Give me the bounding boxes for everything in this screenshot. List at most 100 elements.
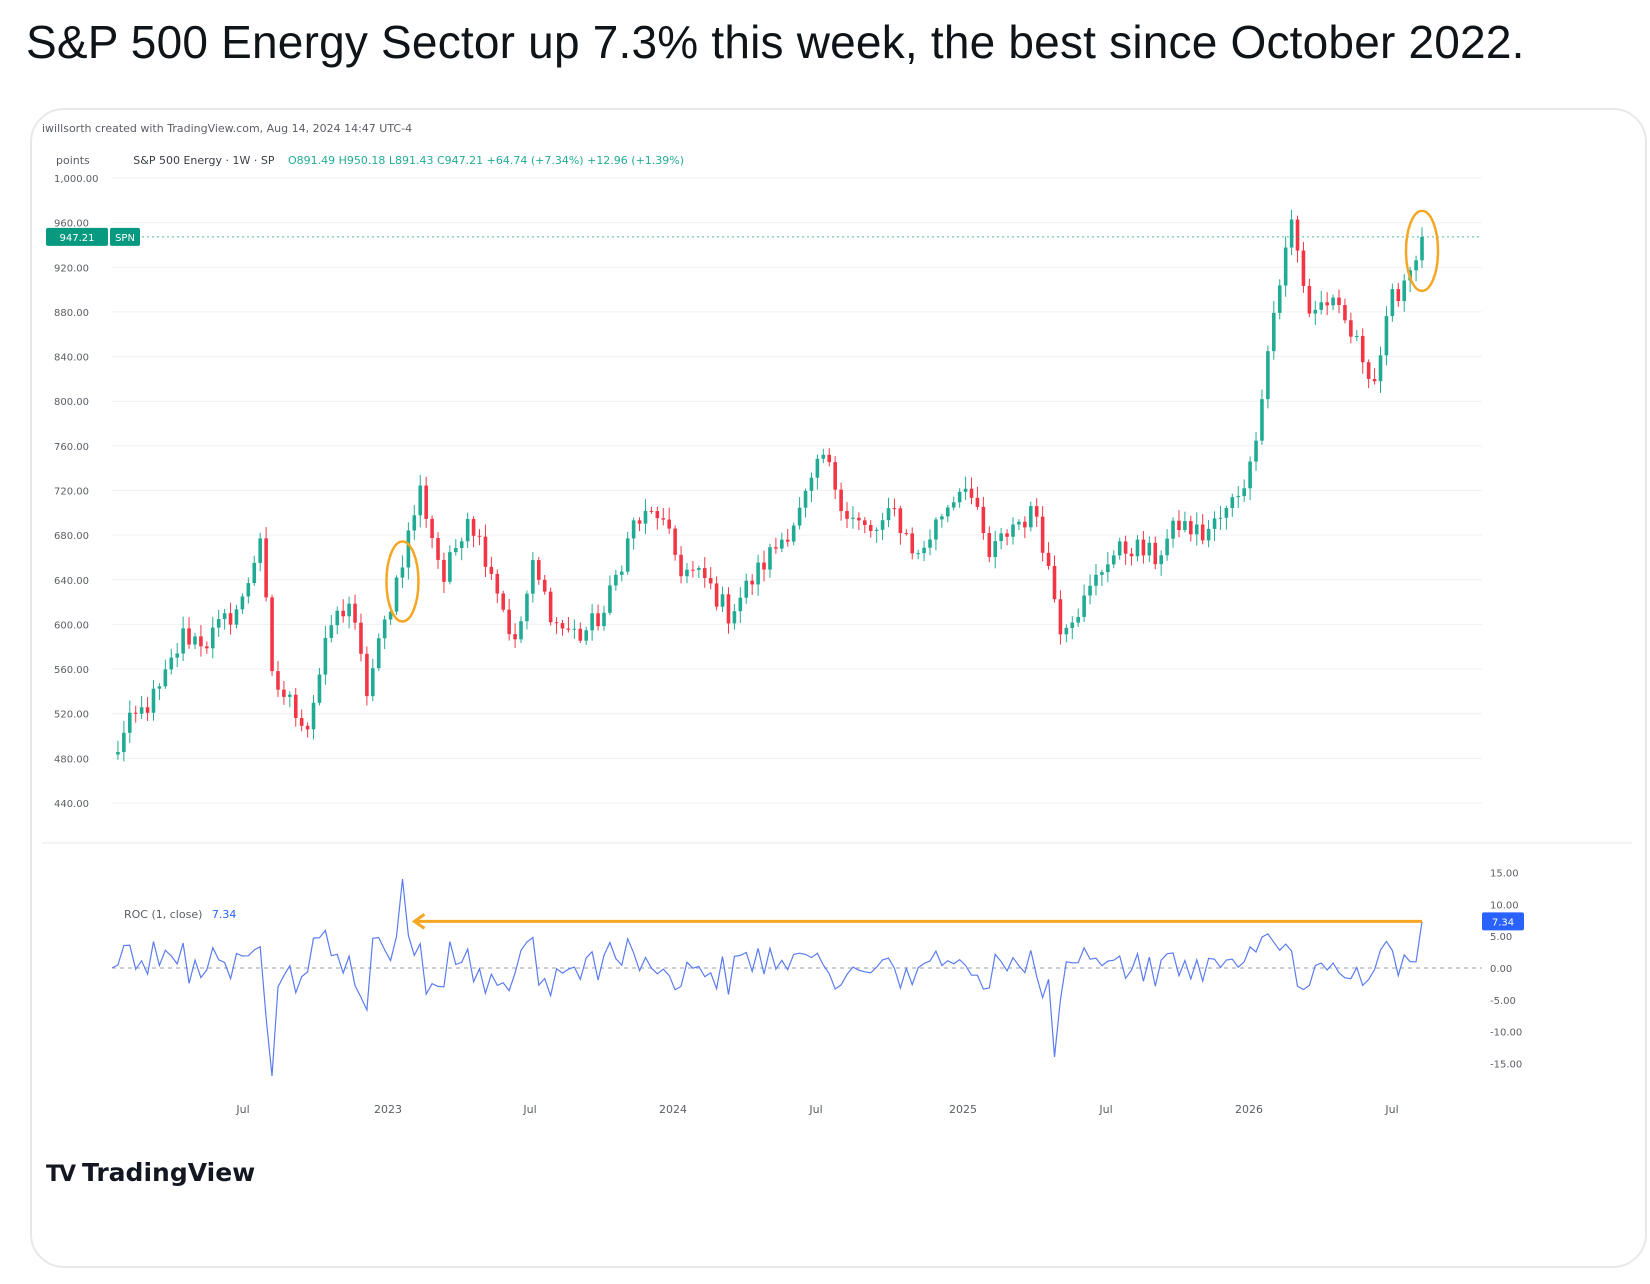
candle-body (418, 485, 423, 516)
symbol-badge (110, 227, 140, 246)
candle-body (1396, 289, 1401, 302)
candle-body (151, 688, 156, 713)
candle-body (222, 613, 227, 620)
roc-axis-tick: 5.00 (1490, 932, 1512, 943)
candle-body (382, 619, 387, 639)
candle-body (1366, 362, 1371, 379)
candle-body (228, 613, 233, 625)
candle-body (714, 583, 719, 607)
candle-body (187, 628, 191, 645)
candle-body (1076, 616, 1080, 623)
chart-canvas[interactable]: 1,000.00 960.00 920.00 880.00 840.00 800.00 76… (32, 110, 1645, 1266)
candle-body (697, 568, 701, 570)
candle-body (839, 489, 843, 512)
candle-body (566, 628, 571, 630)
price-axis-tick: 600.00 (54, 620, 89, 631)
price-axis-tick: 680.00 (54, 531, 89, 542)
candle-body (1189, 521, 1193, 535)
candle-body (1117, 541, 1122, 556)
candle-body (625, 538, 630, 572)
candle-body (210, 627, 215, 649)
candle-body (1064, 627, 1069, 635)
candle-body (116, 751, 120, 755)
candle-body (1212, 518, 1217, 529)
candle-body (691, 569, 695, 571)
candle-body (584, 630, 589, 641)
candle-body (637, 520, 642, 524)
candle-body (436, 538, 440, 560)
candle-body (963, 488, 968, 492)
candle-body (1141, 539, 1146, 556)
candle-body (1005, 533, 1009, 537)
symbol-label: S&P 500 Energy · 1W · SP (133, 154, 275, 167)
x-axis-tick: 2026 (1235, 1103, 1263, 1116)
price-axis-tick: 640.00 (54, 576, 89, 587)
candle-body (768, 547, 772, 570)
candle-body (299, 718, 304, 726)
candle-body (791, 525, 796, 542)
candle-body (216, 619, 221, 628)
candle-body (928, 539, 932, 548)
candle-body (1052, 565, 1057, 600)
candle-body (311, 702, 316, 730)
candle-body (525, 593, 529, 622)
candle-body (471, 518, 476, 536)
x-axis-tick: Jul (808, 1103, 822, 1116)
candle-body (353, 603, 357, 623)
candle-body (454, 548, 458, 553)
candle-body (969, 488, 974, 498)
price-axis-tick: 960.00 (54, 219, 89, 230)
candle-body (602, 612, 606, 627)
candle-body (430, 518, 434, 539)
candle-body (868, 525, 873, 531)
candle-body (1325, 302, 1329, 306)
candle-body (258, 538, 262, 563)
candle-body (359, 622, 363, 654)
candle-body (762, 562, 766, 570)
candle-body (1402, 280, 1407, 302)
candle-body (1254, 440, 1258, 462)
candle-body (951, 502, 956, 508)
x-axis-tick: Jul (1384, 1103, 1398, 1116)
price-axis-tick: 760.00 (54, 442, 89, 453)
candle-body (181, 628, 185, 654)
x-axis-tick: Jul (1098, 1103, 1112, 1116)
candle-body (981, 506, 986, 534)
candle-body (1129, 553, 1134, 557)
candle-body (1349, 320, 1353, 337)
candle-body (1331, 297, 1335, 306)
candle-body (738, 597, 743, 612)
candle-body (270, 597, 274, 672)
candle-body (661, 518, 666, 520)
candle-body (1028, 506, 1033, 528)
chart-card[interactable]: iwillsorth created with TradingView.com,… (30, 108, 1647, 1268)
candle-body (655, 511, 660, 519)
price-axis-tick: 720.00 (54, 487, 89, 498)
candle-body (685, 569, 689, 577)
candle-body (329, 625, 334, 638)
candle-body (145, 707, 150, 713)
highlight-ellipse (385, 540, 420, 623)
candle-body (199, 636, 203, 647)
candle-body (886, 508, 891, 521)
candle-body (1319, 302, 1324, 310)
candle-body (1266, 351, 1270, 400)
candle-body (1088, 585, 1092, 596)
x-axis-tick: 2025 (949, 1103, 977, 1116)
candle-body (193, 636, 197, 645)
candle-body (1034, 506, 1039, 517)
candle-body (1111, 555, 1116, 565)
candle-body (122, 732, 126, 752)
candle-body (371, 668, 375, 697)
candle-body (809, 477, 814, 491)
candle-body (750, 580, 754, 585)
candle-body (987, 533, 992, 558)
tradingview-logo-icon: TV (46, 1162, 76, 1187)
tradingview-brand[interactable]: TV TradingView (46, 1158, 255, 1187)
candle-body (614, 574, 618, 586)
candle-body (1177, 520, 1181, 531)
candle-body (335, 610, 340, 626)
price-axis-tick: 560.00 (54, 665, 89, 676)
candle-body (756, 562, 760, 585)
highlight-arrow-head (411, 913, 426, 930)
